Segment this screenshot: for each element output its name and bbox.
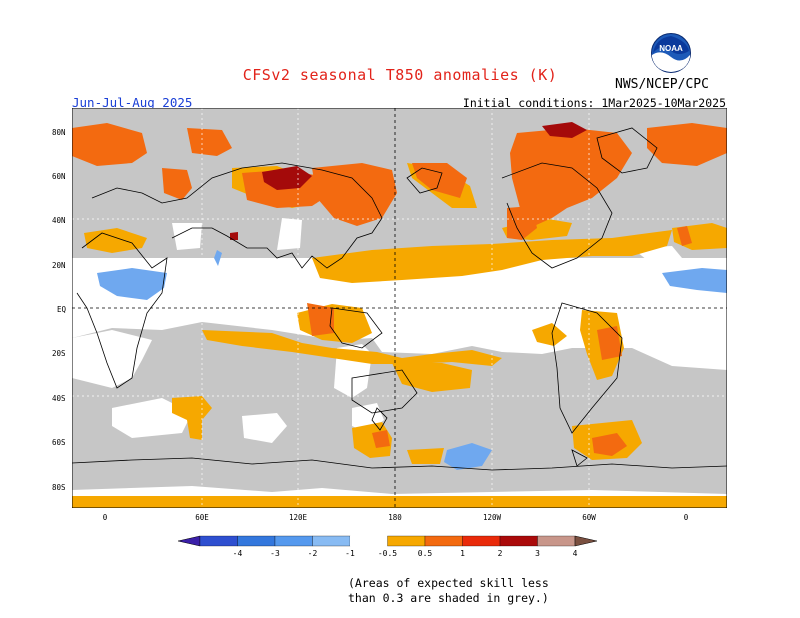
colorbar-arrow-left (177, 535, 201, 547)
colorbar-swatch (274, 535, 313, 547)
colorbar-tick-label: -3 (270, 549, 280, 558)
colorbar-tick-label: -1 (345, 549, 355, 558)
colorbar-swatch (387, 535, 426, 547)
map-title: CFSv2 seasonal T850 anomalies (K) (242, 66, 558, 84)
footnote-line-1: (Areas of expected skill less (348, 576, 549, 590)
colorbar-tick-label: 2 (498, 549, 503, 558)
colorbar-tick-label: -2 (308, 549, 318, 558)
colorbar-tick-label: 4 (573, 549, 578, 558)
colorbar-tick-label: -4 (233, 549, 243, 558)
season-label: Jun-Jul-Aug 2025 (72, 95, 193, 110)
lon-label-120e: 120E (288, 513, 308, 522)
lat-label-40s: 40S (52, 394, 66, 403)
negative-anomalies (97, 250, 727, 470)
colorbar-swatch (199, 535, 238, 547)
lat-label-80s: 80S (52, 483, 66, 492)
noaa-logo: NOAA (651, 33, 691, 73)
colorbar-legend: -4 -3 -2 -1 -0.5 0.5 1 2 3 4 (177, 535, 598, 558)
colorbar-swatch (424, 535, 463, 547)
lon-label-180: 180 (388, 513, 402, 522)
colorbar-tick-label: -0.5 (378, 549, 397, 558)
colorbar-swatch (312, 535, 351, 547)
colorbar-swatch (350, 536, 388, 546)
footnote-line-2: than 0.3 are shaded in grey.) (348, 591, 549, 605)
colorbar-tick-label: 1 (460, 549, 465, 558)
positive-anomalies-2-to-3 (230, 122, 587, 240)
colorbar-swatches (177, 535, 598, 547)
lat-label-20s: 20S (52, 349, 66, 358)
colorbar-swatch (462, 535, 501, 547)
colorbar-swatch (537, 535, 576, 547)
colorbar-swatch (499, 535, 538, 547)
colorbar-tick-label: 0.5 (418, 549, 433, 558)
lat-label-20n: 20N (52, 261, 66, 270)
colorbar-arrow-right (574, 535, 598, 547)
lat-label-60s: 60S (52, 438, 66, 447)
anomaly-map (72, 108, 727, 508)
noaa-logo-text: NOAA (659, 44, 683, 53)
lon-label-0: 0 (102, 513, 108, 522)
lat-label-eq: EQ (57, 305, 67, 314)
initial-conditions-label: Initial conditions: 1Mar2025-10Mar2025 (462, 96, 726, 110)
lon-label-120w: 120W (482, 513, 502, 522)
lat-label-40n: 40N (52, 216, 66, 225)
coastlines (72, 127, 727, 471)
positive-anomalies-1-to-2 (72, 123, 727, 456)
lon-label-60e: 60E (195, 513, 209, 522)
colorbar-tick-label: 3 (535, 549, 540, 558)
lat-label-80n: 80N (52, 128, 66, 137)
lat-label-60n: 60N (52, 172, 66, 181)
colorbar-swatch (237, 535, 276, 547)
lon-label-0-east: 0 (683, 513, 689, 522)
lon-label-60w: 60W (582, 513, 596, 522)
graticule-lines (72, 108, 727, 508)
agency-label: NWS/NCEP/CPC (615, 77, 709, 92)
colorbar-tick-labels: -4 -3 -2 -1 -0.5 0.5 1 2 3 4 (233, 549, 578, 558)
